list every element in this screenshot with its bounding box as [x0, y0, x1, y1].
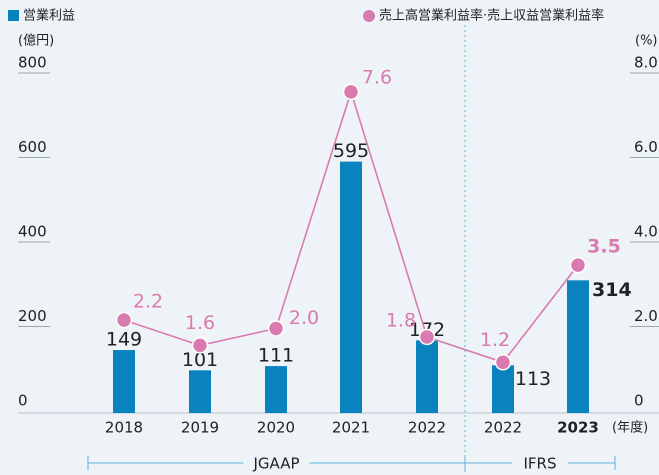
y-tick-label: 400 [18, 223, 47, 241]
bar [189, 370, 211, 413]
point-value-label: 1.6 [185, 312, 215, 334]
y2-tick-label: 2.0 [634, 307, 658, 325]
group-label-bg [243, 452, 310, 474]
x-tick-label: 2018 [105, 419, 143, 437]
point [569, 256, 587, 274]
point [418, 328, 436, 346]
bar [265, 366, 287, 413]
bar-value-label: 314 [592, 279, 632, 301]
point [191, 337, 209, 354]
y-tick-label: 600 [18, 138, 47, 156]
y-axis-label: (億円) [18, 33, 54, 49]
point [115, 311, 133, 329]
point [494, 354, 512, 371]
point-value-label: 7.6 [362, 66, 392, 88]
bar [340, 161, 362, 413]
point-value-label: 3.5 [587, 236, 621, 258]
y2-tick-label: 0 [634, 392, 644, 410]
x-tick-label: 2020 [257, 419, 295, 437]
point [342, 83, 360, 101]
group-label: JGAAP [252, 455, 299, 473]
y-tick-label: 0 [18, 392, 28, 410]
x-tick-label: 2023 [557, 419, 599, 437]
y2-tick-label: 6.0 [634, 138, 658, 156]
group-label-bg [512, 452, 568, 474]
legend-swatch [8, 10, 19, 21]
y-tick-label: 200 [18, 307, 47, 325]
group-label: IFRS [524, 455, 557, 473]
x-tick-label: 2019 [181, 419, 219, 437]
point-value-label: 1.8 [386, 309, 416, 331]
point-value-label: 1.2 [480, 329, 510, 351]
bar-value-label: 149 [106, 329, 142, 351]
point-value-label: 2.2 [133, 291, 163, 313]
y2-axis-label: (%) [635, 34, 658, 49]
bar [492, 365, 514, 413]
bar-value-label: 101 [182, 349, 218, 371]
x-axis-label: (年度) [612, 420, 648, 436]
y2-tick-label: 4.0 [634, 223, 658, 241]
point-value-label: 2.0 [289, 307, 319, 329]
bar [113, 350, 135, 413]
x-tick-label: 2022 [408, 419, 446, 437]
bar-value-label: 111 [258, 345, 294, 367]
y2-tick-label: 8.0 [634, 54, 658, 72]
x-tick-label: 2022 [484, 419, 522, 437]
legend-swatch [363, 10, 375, 22]
bar-value-label: 595 [333, 140, 369, 162]
y-tick-label: 800 [18, 54, 47, 72]
bar [567, 280, 589, 413]
x-tick-label: 2021 [332, 419, 370, 437]
bar [416, 340, 438, 413]
bar-value-label: 113 [515, 368, 551, 390]
point [267, 320, 285, 337]
legend-label: 売上高営業利益率·売上収益営業利益率 [379, 8, 604, 24]
legend-label: 営業利益 [23, 8, 75, 24]
